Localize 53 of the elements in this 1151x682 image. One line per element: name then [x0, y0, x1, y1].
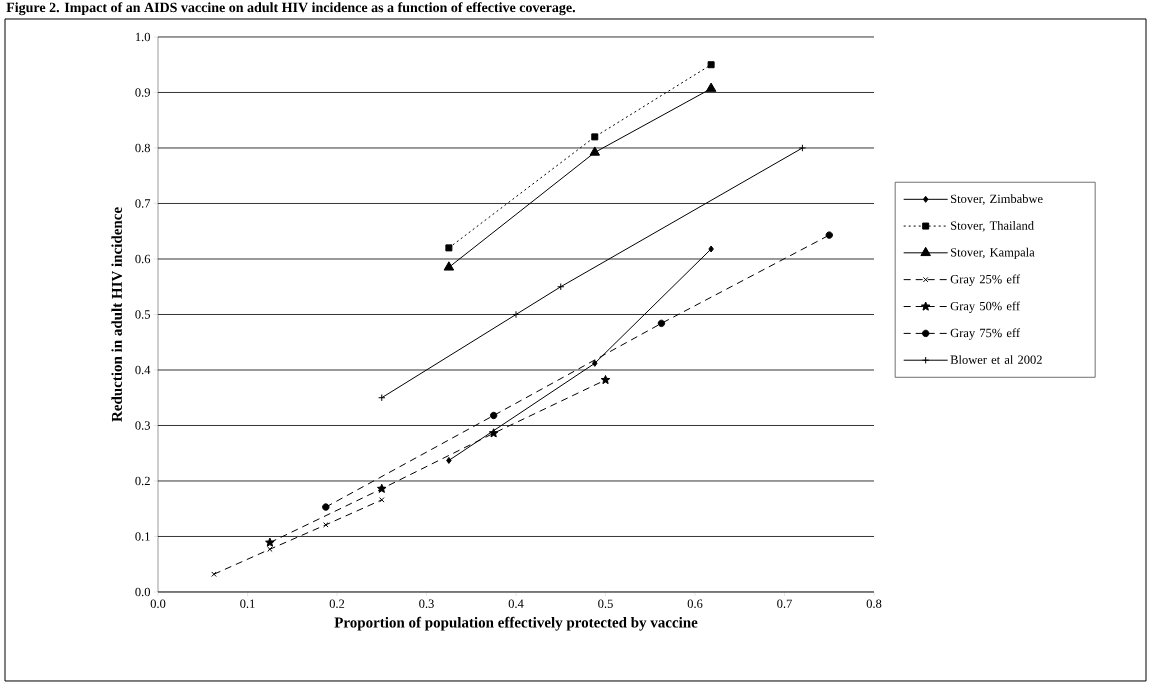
point	[489, 411, 498, 420]
x-axis-title: Proportion of population effectively protected by vaccine	[334, 616, 698, 631]
point	[825, 231, 833, 239]
point	[265, 537, 275, 547]
legend-label: Stover, Kampala	[951, 247, 1035, 260]
point	[708, 245, 714, 253]
y-tick-label: 0.8	[135, 143, 151, 153]
x-tick-label: 0.4	[508, 599, 524, 608]
point	[589, 146, 601, 156]
legend-label: Stover, Thailand	[951, 220, 1034, 232]
point	[798, 144, 807, 152]
y-tick-label: 0.0	[135, 587, 151, 597]
x-tick-label: 0.8	[866, 599, 882, 608]
x-tick-label: 0.6	[687, 599, 703, 608]
y-tick-label: 0.9	[135, 88, 150, 97]
y-tick-label: 0.1	[135, 532, 150, 541]
point	[600, 374, 611, 385]
x-tick-label: 0.2	[329, 599, 345, 608]
y-tick-label: 0.3	[135, 421, 151, 430]
point	[591, 133, 599, 141]
legend-label: Gray 25% eff	[950, 274, 1021, 286]
y-tick-label: 0.4	[135, 365, 151, 375]
point	[211, 571, 217, 577]
point	[378, 497, 385, 503]
legend-label: Gray 50% eff	[950, 301, 1021, 313]
x-tick-label: 0.0	[150, 599, 166, 608]
point	[376, 483, 387, 493]
chart-title: Figure 2. Impact of an AIDS vaccine on adult HIV incidence as a function of effective coverage.	[6, 2, 575, 16]
point	[323, 522, 329, 528]
point	[592, 359, 598, 367]
x-tick-label: 0.7	[777, 599, 792, 608]
point	[705, 82, 717, 92]
legend-label: Blower et al 2002	[950, 355, 1042, 364]
point	[267, 546, 273, 553]
y-tick-label: 0.6	[135, 254, 151, 264]
x-tick-label: 0.5	[598, 599, 613, 608]
point	[488, 428, 499, 438]
legend-label: Gray 75% eff	[950, 328, 1021, 340]
point	[445, 244, 453, 252]
x-tick-label: 0.1	[240, 599, 255, 608]
y-axis-title: Reduction in adult HIV incidence	[111, 207, 123, 422]
x-tick-label: 0.3	[419, 599, 434, 608]
y-tick-label: 1.0	[135, 32, 151, 42]
point	[443, 261, 455, 271]
point	[322, 503, 330, 511]
point	[446, 456, 452, 464]
point	[707, 61, 715, 69]
y-tick-label: 0.7	[135, 199, 151, 208]
legend-label: Stover, Zimbabwe	[951, 194, 1043, 205]
y-tick-label: 0.2	[135, 476, 150, 486]
point	[657, 319, 666, 328]
point	[512, 310, 520, 319]
y-tick-label: 0.5	[135, 310, 151, 319]
